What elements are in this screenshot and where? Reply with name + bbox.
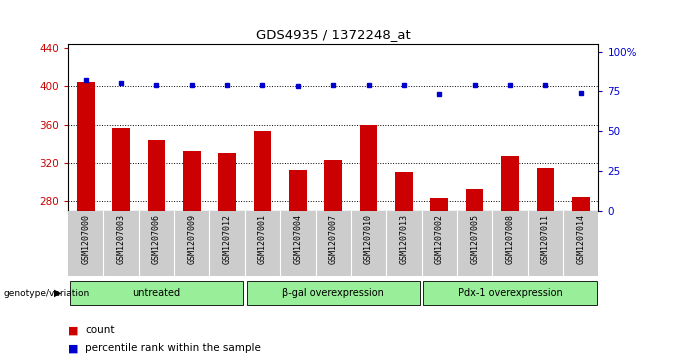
- Text: GSM1207006: GSM1207006: [152, 214, 161, 264]
- Text: GSM1207007: GSM1207007: [328, 214, 338, 264]
- Bar: [501, 156, 519, 211]
- Title: GDS4935 / 1372248_at: GDS4935 / 1372248_at: [256, 28, 411, 41]
- Bar: [572, 197, 590, 211]
- Text: percentile rank within the sample: percentile rank within the sample: [85, 343, 261, 354]
- Text: count: count: [85, 325, 114, 335]
- Bar: [77, 82, 95, 211]
- Bar: [183, 151, 201, 211]
- Text: GSM1207001: GSM1207001: [258, 214, 267, 264]
- Text: GSM1207009: GSM1207009: [187, 214, 197, 264]
- Text: GSM1207003: GSM1207003: [116, 214, 126, 264]
- FancyBboxPatch shape: [424, 281, 596, 305]
- Text: GSM1207013: GSM1207013: [399, 214, 409, 264]
- Bar: [148, 140, 165, 211]
- Text: GSM1207008: GSM1207008: [505, 214, 515, 264]
- Text: Pdx-1 overexpression: Pdx-1 overexpression: [458, 287, 562, 298]
- Bar: [360, 125, 377, 211]
- Text: GSM1207014: GSM1207014: [576, 214, 585, 264]
- FancyBboxPatch shape: [70, 281, 243, 305]
- Bar: [466, 189, 483, 211]
- Bar: [537, 168, 554, 211]
- Bar: [430, 198, 448, 211]
- Bar: [395, 172, 413, 211]
- Bar: [289, 170, 307, 211]
- FancyBboxPatch shape: [247, 281, 420, 305]
- Text: GSM1207005: GSM1207005: [470, 214, 479, 264]
- Text: ▶: ▶: [54, 288, 62, 298]
- Text: GSM1207010: GSM1207010: [364, 214, 373, 264]
- Text: GSM1207011: GSM1207011: [541, 214, 550, 264]
- Text: untreated: untreated: [133, 287, 180, 298]
- Text: ■: ■: [68, 325, 78, 335]
- Text: β-gal overexpression: β-gal overexpression: [282, 287, 384, 298]
- Bar: [324, 160, 342, 211]
- Bar: [254, 131, 271, 211]
- Bar: [112, 127, 130, 211]
- Text: ■: ■: [68, 343, 78, 354]
- Text: GSM1207002: GSM1207002: [435, 214, 444, 264]
- Text: GSM1207012: GSM1207012: [222, 214, 232, 264]
- Bar: [218, 153, 236, 211]
- Text: GSM1207000: GSM1207000: [81, 214, 90, 264]
- Text: GSM1207004: GSM1207004: [293, 214, 303, 264]
- Text: genotype/variation: genotype/variation: [3, 289, 90, 298]
